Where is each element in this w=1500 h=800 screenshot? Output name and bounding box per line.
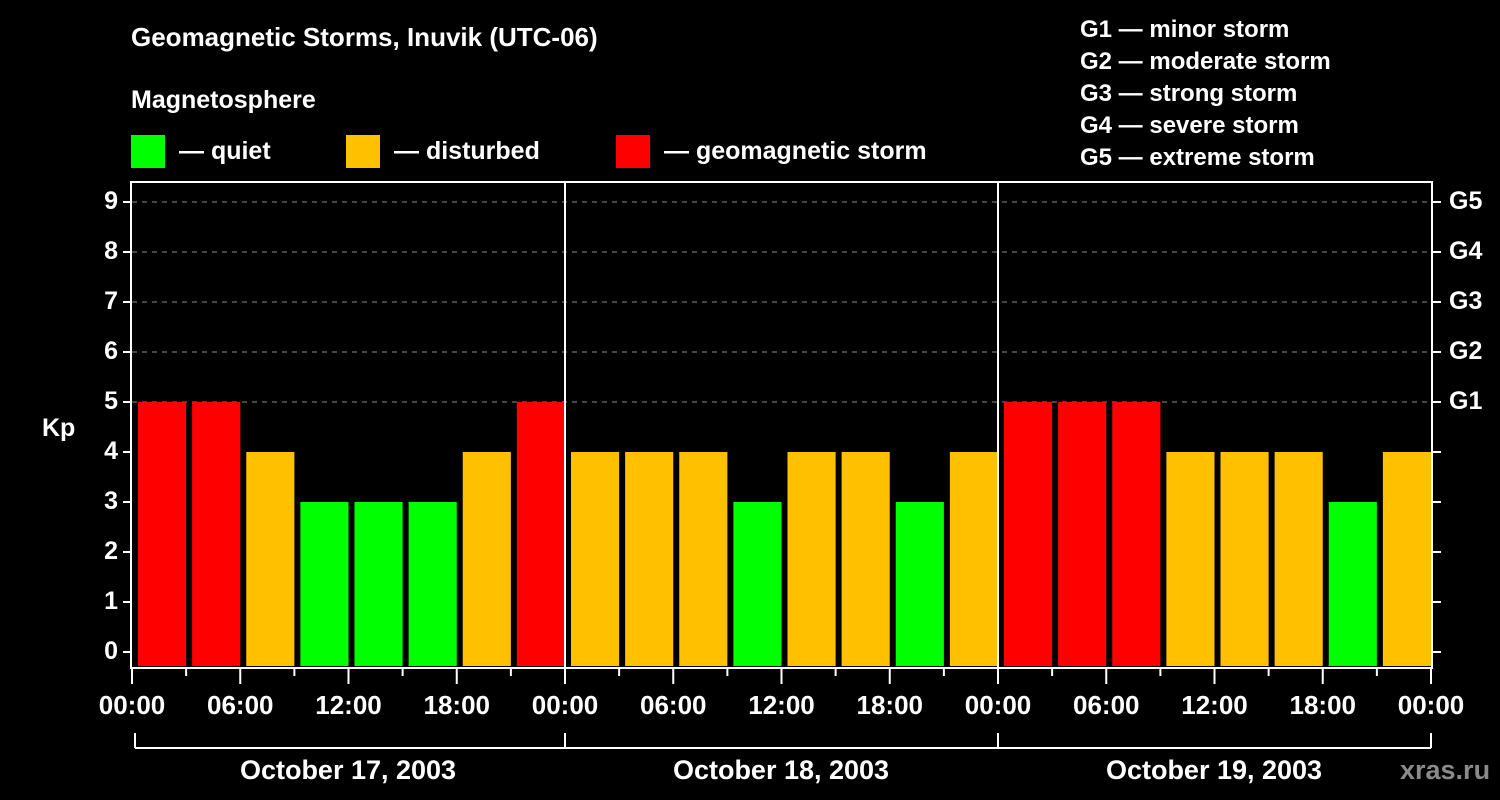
legend-storm: — geomagnetic storm [616,134,927,168]
kp-bar [949,452,998,666]
kp-bar [192,402,241,666]
kp-bar [571,452,620,666]
g-tick-label: G4 [1449,237,1483,265]
legend-quiet: — quiet [131,134,271,168]
kp-bar [1166,452,1215,666]
y-tick-label: 3 [104,487,118,515]
y-tick-label: 0 [104,637,118,665]
kp-bar [246,452,295,666]
kp-bar [1328,502,1377,666]
g2-legend: G2 — moderate storm [1080,48,1331,75]
y-tick-label: 9 [104,187,118,215]
watermark: xras.ru [1400,755,1491,785]
storm-swatch-icon [616,134,650,168]
y-tick-label: 6 [104,337,118,365]
g-tick-label: G1 [1449,387,1483,415]
grid-lines [132,201,1431,403]
kp-bar [1058,402,1107,666]
y-tick-label: 5 [104,387,118,415]
kp-bar [354,502,403,666]
x-tick-label: 06:00 [207,690,274,720]
kp-bar [625,452,674,666]
g1-legend: G1 — minor storm [1080,16,1290,43]
day-label: October 19, 2003 [1105,755,1323,785]
g4-legend: G4 — severe storm [1080,112,1299,139]
kp-bar [1004,402,1053,666]
g-tick-label: G2 [1449,337,1483,365]
g-scale-legend: G1 — minor storm G2 — moderate storm G3 … [1080,14,1331,174]
axes [123,181,1441,749]
x-tick-label: 18:00 [856,690,924,720]
g3-legend: G3 — strong storm [1080,80,1298,107]
kp-bar [787,452,836,666]
kp-bar [1274,452,1323,666]
x-tick-label: 18:00 [1289,690,1357,720]
x-tick-label: 12:00 [748,690,815,720]
y-tick-label: 2 [104,537,118,565]
x-tick-label: 00:00 [98,690,166,720]
y-tick-label: 7 [104,287,118,315]
legend-quiet-label: — quiet [179,136,271,165]
day-label: October 17, 2003 [239,755,457,785]
quiet-swatch-icon [131,134,165,168]
g5-legend: G5 — extreme storm [1080,144,1315,171]
legend-storm-label: — geomagnetic storm [664,136,927,165]
x-tick-label: 00:00 [964,690,1032,720]
x-tick-label: 12:00 [1181,690,1248,720]
x-tick-label: 06:00 [640,690,707,720]
g-tick-label: G3 [1449,287,1483,315]
g-tick-label: G5 [1449,187,1483,215]
x-tick-label: 12:00 [315,690,382,720]
x-tick-label: 18:00 [423,690,491,720]
kp-bar [679,452,728,666]
kp-bar [138,402,187,666]
x-tick-label: 00:00 [531,690,599,720]
kp-bar [841,452,890,666]
kp-bar [895,502,944,666]
y-tick-label: 8 [104,237,118,265]
legend-disturbed: — disturbed [346,134,540,168]
disturbed-swatch-icon [346,134,380,168]
y-tick-label: 1 [104,587,118,615]
x-tick-label: 06:00 [1073,690,1140,720]
kp-bar [1220,452,1269,666]
kp-bar [733,502,782,666]
y-tick-label: 4 [104,437,118,465]
day-label: October 18, 2003 [672,755,890,785]
kp-bar [300,502,349,666]
kp-bar [462,452,511,666]
x-tick-label: 00:00 [1397,690,1465,720]
kp-bar [516,402,565,666]
kp-bar [1112,402,1161,666]
legend-heading: Magnetosphere [131,86,316,114]
chart-title: Geomagnetic Storms, Inuvik (UTC-06) [131,22,598,52]
kp-bar [1382,452,1431,666]
bars [138,402,1431,666]
kp-bar [408,502,457,666]
legend-disturbed-label: — disturbed [394,136,540,165]
y-axis-label: Kp [42,414,76,442]
